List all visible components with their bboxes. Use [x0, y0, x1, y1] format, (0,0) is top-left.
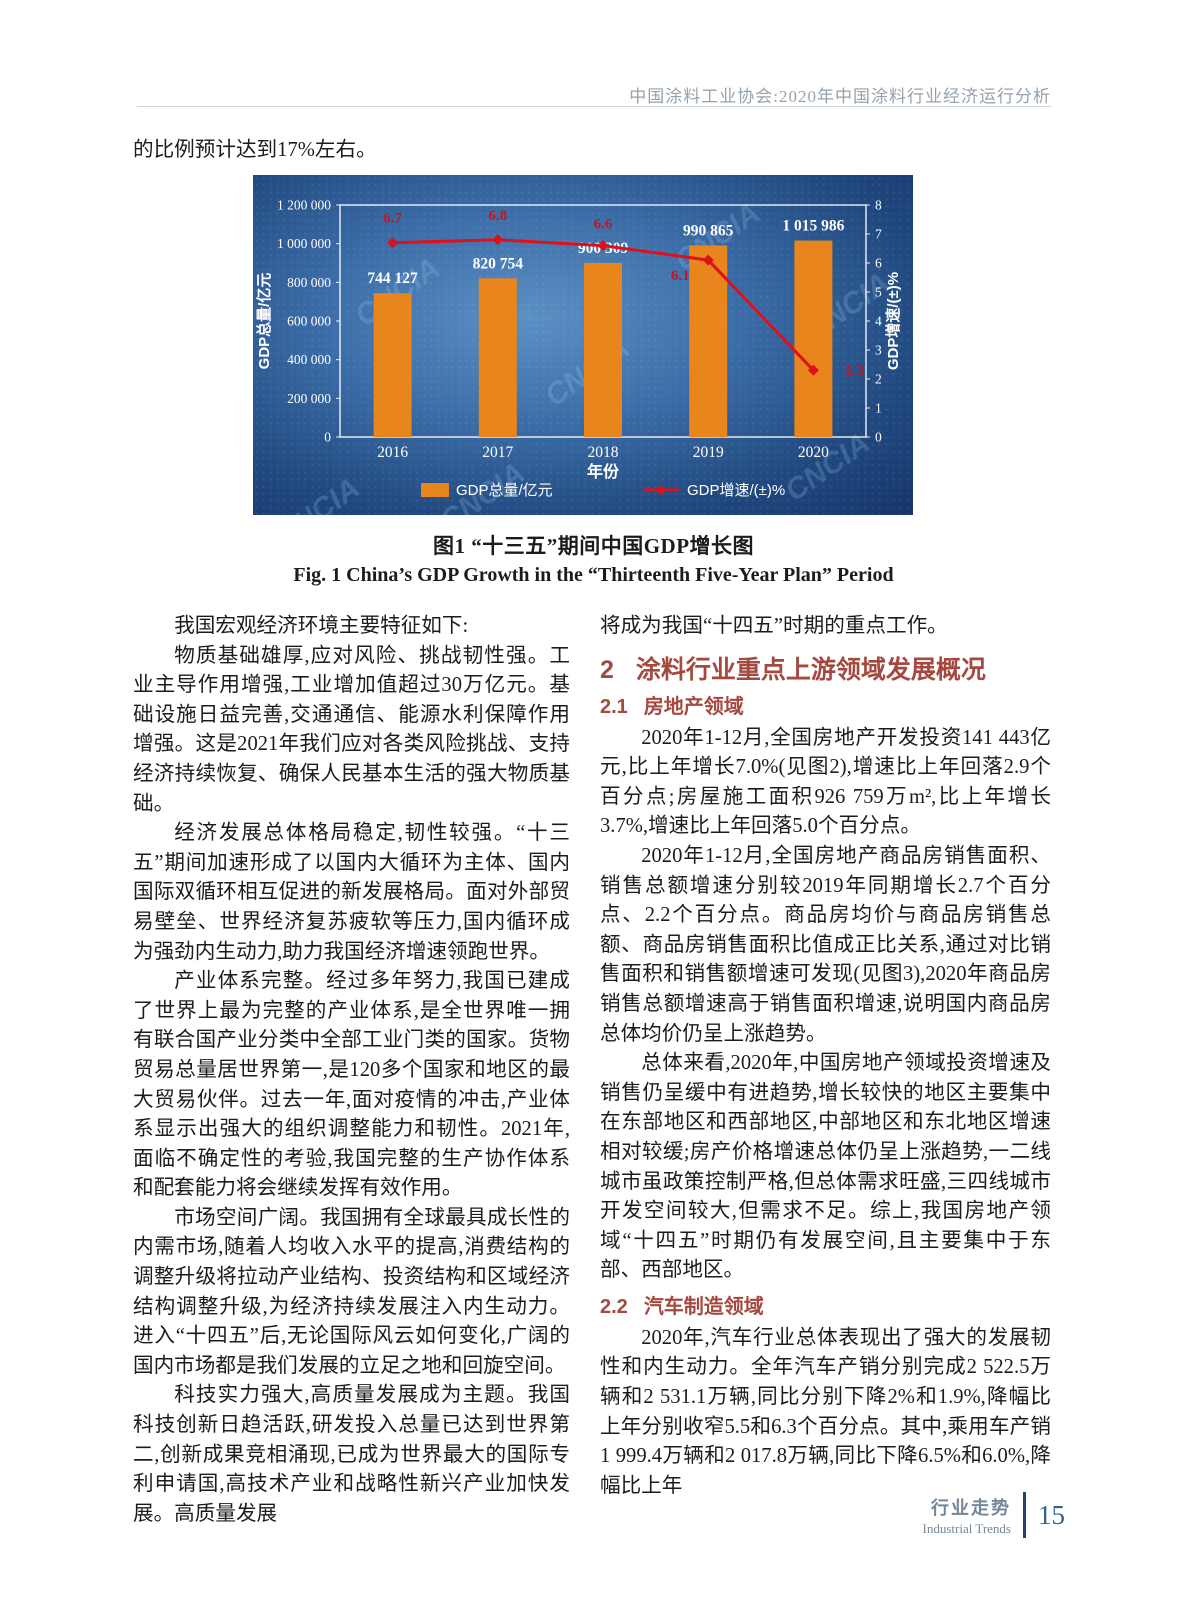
legend-line-label: GDP增速/(±)% [687, 482, 785, 499]
footer-section-labels: 行业走势 Industrial Trends [923, 1494, 1011, 1537]
watermark-text: CNCIA [779, 426, 876, 508]
paragraph: 经济发展总体格局稳定,韧性较强。“十三五”期间加速形成了以国内大循环为主体、国内… [133, 822, 570, 963]
right-axis-tick-label: 8 [875, 198, 882, 213]
x-axis-title: 年份 [587, 462, 620, 481]
paragraph: 2020年,汽车行业总体表现出了强大的发展韧性和内生动力。全年汽车产销分别完成2… [600, 1326, 1051, 1497]
section-heading: 2 涂料行业重点上游领域发展概况 [600, 654, 1051, 686]
gdp-chart-svg: CNCIACNCIACNCIACNCIACNCIACNCIACNCIA0200 … [255, 196, 902, 515]
right-axis-tick-label: 1 [875, 401, 882, 416]
x-axis-tick-label: 2016 [377, 444, 408, 461]
heading-text: 涂料行业重点上游领域发展概况 [635, 655, 986, 684]
footer-section-en: Industrial Trends [922, 1520, 1011, 1536]
growth-value-label: 2.3 [845, 363, 864, 379]
left-axis-title: GDP总量/亿元 [255, 273, 273, 370]
paragraph: 2020年1-12月,全国房地产开发投资141 443亿元,比上年增长7.0%(… [600, 726, 1051, 838]
body-columns: 我国宏观经济环境主要特征如下: 物质基础雄厚,应对风险、挑战韧性强。工业主导作用增… [133, 612, 1051, 1529]
x-axis-tick-label: 2017 [482, 444, 513, 461]
right-axis-tick-label: 0 [875, 430, 882, 445]
running-header: 中国涂料工业协会:2020年中国涂料行业经济运行分析 [629, 87, 1051, 106]
paragraph: 物质基础雄厚,应对风险、挑战韧性强。工业主导作用增强,工业增加值超过30万亿元。… [133, 644, 570, 815]
paragraph: 将成为我国“十四五”时期的重点工作。 [600, 615, 948, 637]
header-rule [137, 106, 1051, 107]
right-axis-tick-label: 5 [875, 285, 882, 300]
legend-bar-label: GDP总量/亿元 [456, 482, 553, 499]
x-axis-tick-label: 2018 [588, 444, 619, 461]
paragraph: 产业体系完整。经过多年努力,我国已建成了世界上最为完整的产业体系,是全世界唯一拥… [133, 970, 570, 1200]
left-axis-tick-label: 600 000 [287, 314, 331, 329]
page-number: 15 [1038, 1499, 1065, 1530]
subsection-heading: 2.2 汽车制造领域 [600, 1294, 1051, 1320]
growth-value-label: 6.1 [671, 268, 690, 284]
heading-number: 2.2 [600, 1295, 628, 1318]
bar-2019 [689, 245, 728, 437]
bar-value-label: 990 865 [683, 222, 734, 239]
bar-value-label: 820 754 [473, 255, 524, 272]
right-axis-tick-label: 3 [875, 343, 882, 358]
right-axis-tick-label: 7 [875, 227, 882, 242]
right-axis-tick-label: 4 [875, 314, 882, 329]
heading-number: 2.1 [600, 695, 628, 718]
gdp-chart-figure: CNCIACNCIACNCIACNCIACNCIACNCIACNCIA0200 … [253, 175, 913, 515]
growth-value-label: 6.8 [488, 208, 507, 224]
growth-value-label: 6.7 [383, 211, 402, 227]
left-column: 我国宏观经济环境主要特征如下: 物质基础雄厚,应对风险、挑战韧性强。工业主导作用增… [133, 612, 570, 1529]
bar-2017 [478, 278, 517, 437]
body-continuation-line: 的比例预计达到17%左右。 [133, 139, 377, 161]
page-footer: 行业走势 Industrial Trends 15 [923, 1492, 1065, 1538]
paragraph: 总体来看,2020年,中国房地产领域投资增速及销售仍呈缓中有进趋势,增长较快的地… [600, 1052, 1051, 1282]
watermark-text: CNCIA [269, 471, 366, 515]
heading-text: 房地产领域 [643, 695, 744, 718]
paragraph: 2020年1-12月,全国房地产商品房销售面积、销售总额增速分别较2019年同期… [600, 844, 1051, 1045]
right-column: 将成为我国“十四五”时期的重点工作。 2 涂料行业重点上游领域发展概况 2.1 房地产领… [600, 612, 1051, 1529]
heading-number: 2 [600, 655, 614, 684]
right-axis-tick-label: 6 [875, 256, 882, 271]
left-axis-tick-label: 1 000 000 [277, 236, 331, 251]
left-axis-tick-label: 800 000 [287, 275, 331, 290]
growth-marker-2016 [387, 237, 399, 249]
bar-2016 [373, 293, 412, 437]
left-axis-tick-label: 200 000 [287, 391, 331, 406]
growth-marker-2017 [492, 234, 504, 246]
x-axis-tick-label: 2020 [798, 444, 829, 461]
figure-caption-zh: 图1 “十三五”期间中国GDP增长图 [432, 534, 755, 558]
paragraph: 我国宏观经济环境主要特征如下: [174, 615, 469, 637]
bar-2018 [584, 262, 622, 437]
paragraph: 市场空间广阔。我国拥有全球最具成长性的内需市场,随着人均收入水平的提高,消费结构… [133, 1206, 570, 1377]
left-axis-tick-label: 0 [324, 430, 331, 445]
growth-marker-2018 [597, 240, 609, 252]
subsection-heading: 2.1 房地产领域 [600, 694, 1051, 720]
figure-caption: 图1 “十三五”期间中国GDP增长图 Fig. 1 China’s GDP Gr… [0, 530, 1187, 587]
footer-section-zh: 行业走势 [931, 1497, 1011, 1518]
growth-marker-2019 [702, 254, 714, 266]
right-axis-tick-label: 2 [875, 372, 882, 387]
growth-value-label: 6.6 [594, 217, 613, 233]
bar-value-label: 744 127 [367, 270, 418, 287]
bar-2020 [794, 240, 833, 437]
growth-marker-2020 [807, 364, 819, 376]
left-axis-tick-label: 1 200 000 [277, 198, 331, 213]
heading-text: 汽车制造领域 [643, 1295, 764, 1318]
right-axis-title: GDP增速/(±)% [884, 272, 902, 370]
paragraph: 科技实力强大,高质量发展成为主题。我国科技创新日趋活跃,研发投入总量已达到世界第… [133, 1384, 570, 1525]
figure-caption-en: Fig. 1 China’s GDP Growth in the “Thirte… [293, 564, 894, 586]
legend-bar-swatch [421, 483, 449, 497]
bar-value-label: 1 015 986 [782, 218, 844, 235]
x-axis-tick-label: 2019 [693, 444, 724, 461]
legend-line-marker [656, 485, 666, 495]
left-axis-tick-label: 400 000 [287, 352, 331, 367]
footer-divider [1023, 1492, 1026, 1538]
